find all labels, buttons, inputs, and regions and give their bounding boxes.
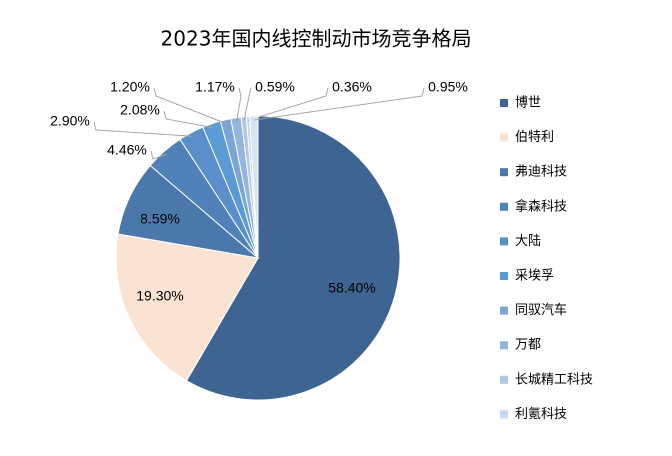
leader-line	[93, 121, 194, 137]
legend-label: 利氪科技	[515, 406, 567, 422]
pie-slice	[185, 115, 401, 401]
legend-swatch	[500, 410, 508, 419]
legend-swatch	[500, 168, 508, 177]
pie-slice	[249, 115, 259, 259]
legend-swatch	[500, 237, 508, 246]
legend-swatch	[500, 375, 508, 384]
legend-label: 伯特利	[515, 130, 554, 145]
legend-swatch	[500, 133, 508, 142]
leader-line	[243, 87, 252, 121]
leader-line	[236, 87, 242, 122]
legend-label: 博世	[515, 96, 541, 111]
leader-line	[253, 87, 425, 121]
leader-line	[163, 110, 213, 129]
data-label: 4.46%	[107, 142, 147, 158]
data-label: 19.30%	[136, 288, 183, 304]
legend-swatch	[500, 99, 508, 107]
leader-line	[150, 150, 168, 160]
data-label: 1.17%	[195, 79, 235, 95]
data-label: 0.36%	[332, 79, 372, 95]
legend-label: 长城精工科技	[515, 372, 593, 387]
data-label: 0.95%	[428, 79, 468, 95]
legend-label: 大陆	[515, 233, 541, 249]
legend-label: 万都	[515, 338, 541, 353]
legend-swatch	[500, 272, 508, 280]
data-label: 0.59%	[255, 79, 295, 95]
leader-line	[248, 87, 329, 121]
legend-swatch	[500, 306, 508, 315]
legend-swatch	[500, 341, 508, 350]
leader-line	[153, 87, 227, 125]
data-label: 58.40%	[328, 280, 375, 296]
data-label: 8.59%	[140, 211, 180, 227]
chart-title: 2023年国内线控制动市场竞争格局	[161, 27, 472, 51]
legend-swatch	[500, 202, 508, 211]
legend-label: 同驭汽车	[515, 302, 567, 318]
legend-label: 弗迪科技	[515, 165, 567, 180]
legend-label: 拿森科技	[515, 198, 567, 214]
pie-slice	[115, 233, 259, 382]
data-label: 2.90%	[50, 113, 90, 129]
data-label: 1.20%	[110, 79, 150, 95]
data-label: 2.08%	[120, 102, 160, 118]
legend-label: 采埃孚	[515, 269, 554, 284]
